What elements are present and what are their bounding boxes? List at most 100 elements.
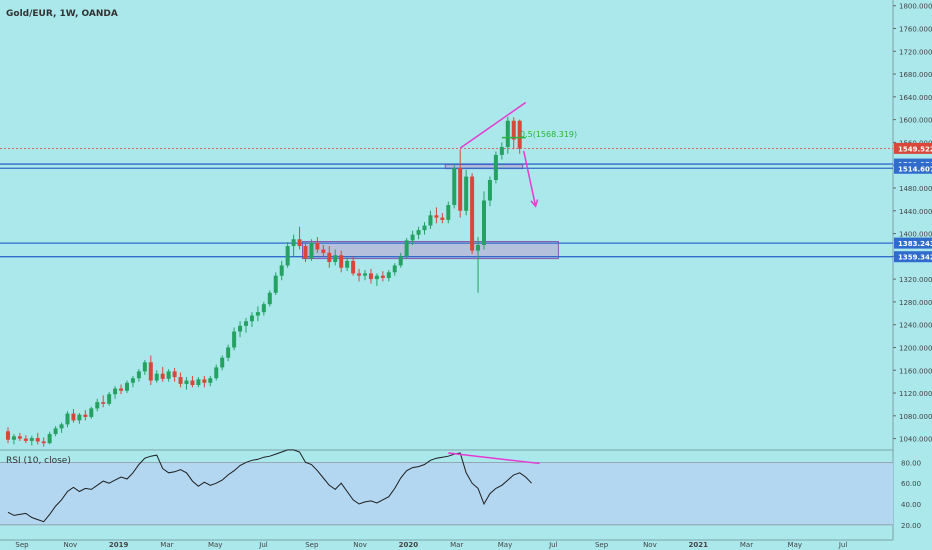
candle[interactable] <box>470 176 475 251</box>
candle[interactable] <box>309 242 314 259</box>
candle[interactable] <box>6 431 10 440</box>
candle[interactable] <box>226 347 231 358</box>
candle[interactable] <box>428 215 433 226</box>
candle[interactable] <box>160 373 165 379</box>
candle[interactable] <box>220 357 225 368</box>
candle[interactable] <box>214 367 219 379</box>
candle[interactable] <box>59 424 64 429</box>
candle[interactable] <box>119 388 124 391</box>
candle[interactable] <box>505 120 510 147</box>
candle[interactable] <box>499 146 504 155</box>
candle[interactable] <box>517 120 522 149</box>
candle[interactable] <box>458 168 463 211</box>
candle[interactable] <box>125 382 129 391</box>
candle[interactable] <box>273 275 278 293</box>
candle[interactable] <box>404 240 409 257</box>
candle[interactable] <box>154 373 159 381</box>
grid <box>0 0 894 541</box>
candle[interactable] <box>511 120 516 140</box>
candle[interactable] <box>101 402 106 404</box>
candle[interactable] <box>89 408 94 417</box>
time-label: May <box>498 541 512 549</box>
current-price-tag <box>894 142 932 154</box>
rsi-trendline[interactable] <box>448 452 540 465</box>
candle[interactable] <box>184 380 189 384</box>
candle[interactable] <box>267 292 272 305</box>
candle[interactable] <box>351 260 356 274</box>
candle[interactable] <box>65 413 70 425</box>
candle[interactable] <box>148 362 153 381</box>
candle[interactable] <box>47 434 52 444</box>
candle[interactable] <box>446 205 451 220</box>
candle[interactable] <box>190 380 195 386</box>
candle[interactable] <box>29 438 34 441</box>
current-price-label: 1549.522 <box>898 145 932 153</box>
candle[interactable] <box>493 154 498 180</box>
candle[interactable] <box>422 225 427 231</box>
candle[interactable] <box>136 371 141 379</box>
candle[interactable] <box>95 402 100 409</box>
time-axis[interactable]: Sep Nov 2019 Mar May Jul Sep Nov 2020 Mar May Jul Se… <box>15 541 847 549</box>
candle[interactable] <box>130 378 135 383</box>
candle[interactable] <box>452 168 457 206</box>
candle[interactable] <box>380 275 385 278</box>
candle[interactable] <box>339 255 344 268</box>
candle[interactable] <box>297 239 302 247</box>
candles[interactable] <box>6 116 522 447</box>
price-trendline[interactable] <box>459 101 527 149</box>
candle[interactable] <box>178 377 183 384</box>
candle[interactable] <box>476 244 481 251</box>
candle[interactable] <box>333 255 338 263</box>
candle[interactable] <box>166 371 171 379</box>
candle[interactable] <box>303 246 308 259</box>
candle[interactable] <box>392 265 397 273</box>
candle[interactable] <box>142 362 147 372</box>
price-axis[interactable]: 1800.000 1760.000 1720.000 1680.000 1640.000… <box>893 3 932 444</box>
candle[interactable] <box>363 273 367 276</box>
candle[interactable] <box>315 242 320 250</box>
candle[interactable] <box>291 239 296 247</box>
candle[interactable] <box>345 260 350 268</box>
candle[interactable] <box>35 438 40 442</box>
candle[interactable] <box>244 321 248 326</box>
candle[interactable] <box>321 249 326 253</box>
candle[interactable] <box>357 273 362 276</box>
candle[interactable] <box>434 215 439 218</box>
candle[interactable] <box>23 438 28 441</box>
candle[interactable] <box>113 388 118 395</box>
candle[interactable] <box>196 379 201 386</box>
candle[interactable] <box>238 325 243 332</box>
candle[interactable] <box>53 428 58 435</box>
candle[interactable] <box>17 436 22 439</box>
candle[interactable] <box>255 312 260 316</box>
candle[interactable] <box>172 371 177 378</box>
candle[interactable] <box>77 414 82 421</box>
candle[interactable] <box>232 331 237 348</box>
candle[interactable] <box>202 379 207 383</box>
candle[interactable] <box>261 304 266 313</box>
candle[interactable] <box>482 200 486 245</box>
candle[interactable] <box>374 275 379 280</box>
candle[interactable] <box>279 265 284 276</box>
candle[interactable] <box>440 217 445 220</box>
annotations[interactable] <box>448 101 540 465</box>
candle[interactable] <box>398 256 403 266</box>
candle[interactable] <box>83 414 88 417</box>
candle[interactable] <box>208 378 213 383</box>
candle[interactable] <box>41 441 46 444</box>
candle[interactable] <box>410 234 415 241</box>
candle[interactable] <box>487 180 492 201</box>
candle[interactable] <box>71 413 76 421</box>
price-tick-label: 1480.000 <box>899 185 932 193</box>
down-arrow[interactable] <box>522 150 537 207</box>
candle[interactable] <box>285 246 290 266</box>
candle[interactable] <box>416 230 421 235</box>
candle[interactable] <box>107 394 112 404</box>
candle[interactable] <box>11 436 16 440</box>
candle[interactable] <box>327 252 332 263</box>
candle[interactable] <box>386 272 391 278</box>
candle[interactable] <box>249 315 254 322</box>
candle[interactable] <box>368 273 373 280</box>
candle[interactable] <box>464 176 469 211</box>
